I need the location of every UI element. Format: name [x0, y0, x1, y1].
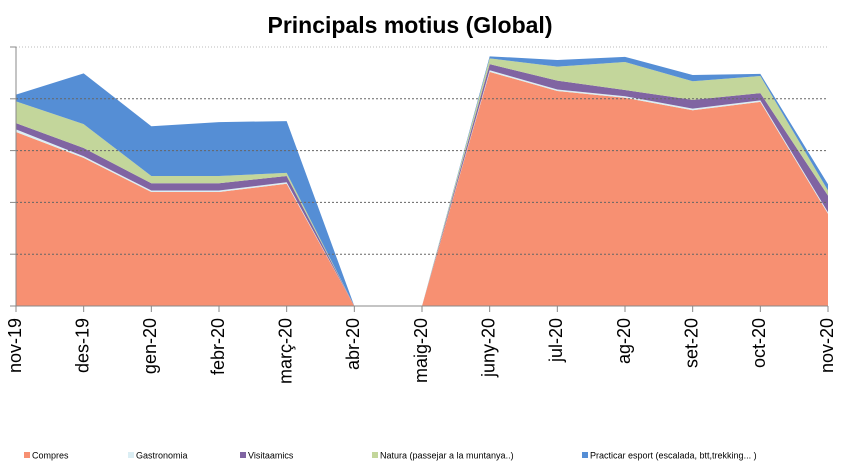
x-tick-label: nov-19 [5, 318, 25, 373]
chart-title: Principals motius (Global) [268, 12, 553, 38]
legend-swatch [582, 452, 588, 458]
legend-label: Gastronomia [136, 450, 188, 460]
x-tick-label: set-20 [681, 318, 701, 368]
legend-swatch [240, 452, 246, 458]
legend-swatch [128, 452, 134, 458]
area [16, 64, 828, 307]
x-tick-label: des-19 [72, 318, 92, 373]
x-tick-label: juny-20 [478, 318, 498, 378]
area [16, 58, 828, 307]
x-tick-label: jul-20 [546, 318, 566, 363]
legend-swatch [24, 452, 30, 458]
x-tick-label: abr-20 [343, 318, 363, 370]
legend-label: Practicar esport (escalada, btt,trekking… [590, 450, 757, 460]
legend-swatch [372, 452, 378, 458]
x-tick-label: gen-20 [140, 318, 160, 374]
x-tick-label: oct-20 [749, 318, 769, 368]
legend-label: Natura (passejar a la muntanya..) [380, 450, 514, 460]
legend-label: Visitaamics [248, 450, 294, 460]
legend-label: Compres [32, 450, 69, 460]
x-tick-label: març-20 [275, 318, 295, 384]
area [16, 71, 828, 306]
x-tick-label: nov-20 [817, 318, 837, 373]
x-tick-label: febr-20 [208, 318, 228, 375]
x-tick-label: ag-20 [614, 318, 634, 364]
x-tick-label: maig-20 [411, 318, 431, 383]
